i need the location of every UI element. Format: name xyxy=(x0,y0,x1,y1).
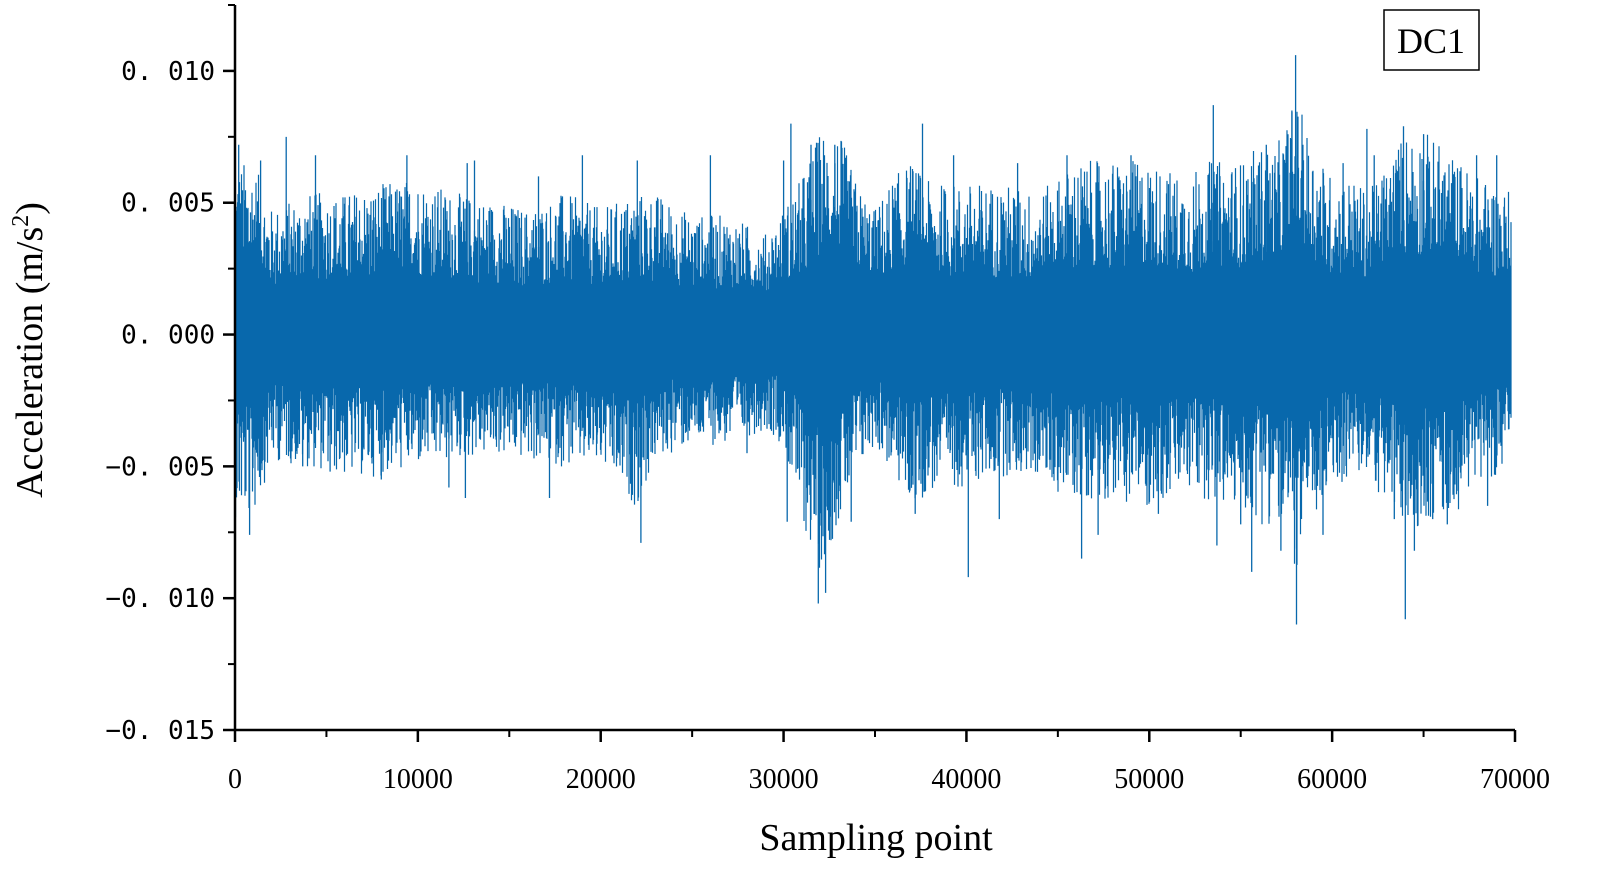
y-tick-label: 0. 000 xyxy=(121,321,215,351)
y-tick-label: 0. 005 xyxy=(121,189,215,219)
x-tick-label: 10000 xyxy=(383,764,453,795)
x-tick-label: 0 xyxy=(228,764,242,795)
legend-box xyxy=(1383,9,1480,71)
y-tick-label: 0. 010 xyxy=(121,57,215,87)
series-signal xyxy=(234,55,1512,625)
x-axis-title: Sampling point xyxy=(759,817,993,859)
y-ticks: −0. 015 −0. 010 −0. 005 0. 000 0. 005 0. 010 xyxy=(105,4,235,746)
x-tick-label: 30000 xyxy=(749,764,819,795)
y-tick-label: −0. 015 xyxy=(105,716,215,746)
legend: DC1 xyxy=(1383,9,1480,71)
y-tick-label: −0. 005 xyxy=(105,452,215,482)
legend-label: DC1 xyxy=(1397,21,1465,61)
x-tick-label: 50000 xyxy=(1114,764,1184,795)
y-tick-label: −0. 010 xyxy=(105,584,215,614)
x-tick-label: 60000 xyxy=(1297,764,1367,795)
y-axis-title-tail: ) xyxy=(9,202,51,215)
x-tick-label: 20000 xyxy=(566,764,636,795)
x-ticks: 0 10000 20000 30000 40000 50000 60000 70000 xyxy=(228,730,1550,795)
axes: 0 10000 20000 30000 40000 50000 60000 70000 −0.… xyxy=(105,4,1550,795)
y-axis-title-main: Acceleration (m/s xyxy=(9,227,51,498)
y-axis-title-sup: 2 xyxy=(8,215,34,227)
x-tick-label: 40000 xyxy=(931,764,1001,795)
plot-area xyxy=(234,55,1512,625)
signal-trace xyxy=(234,111,1512,568)
y-axis-title: Acceleration (m/s2) xyxy=(8,202,51,498)
x-tick-label: 70000 xyxy=(1480,764,1550,795)
